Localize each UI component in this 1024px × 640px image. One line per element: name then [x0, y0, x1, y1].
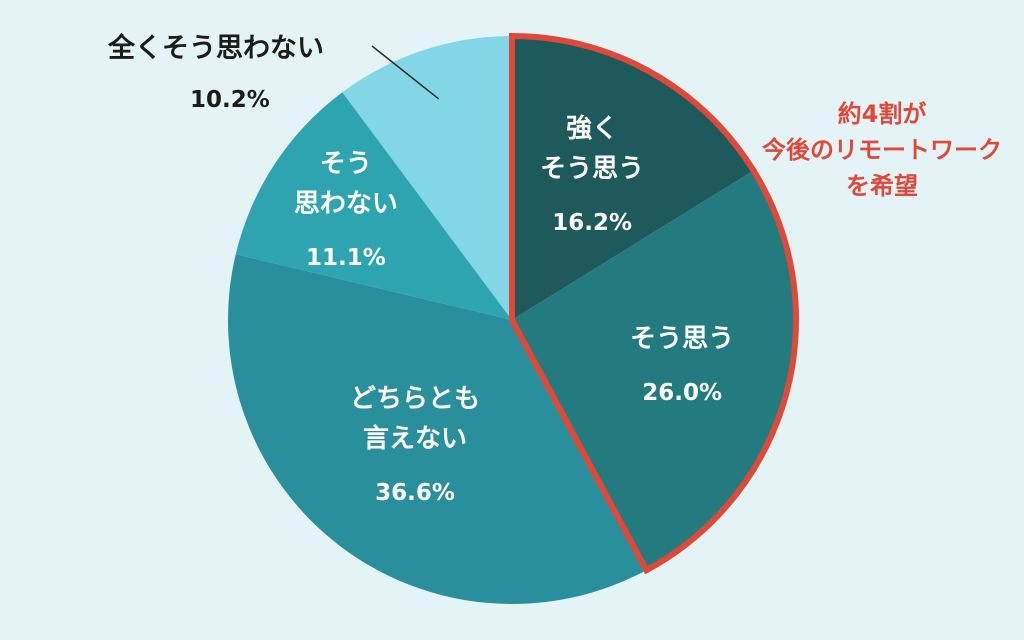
pie-slice-agree: [512, 170, 797, 571]
slice-name-strongly-agree: 強く そう思う: [540, 114, 645, 185]
callout-line-3: を希望: [846, 172, 918, 200]
slice-label-strongly-agree: 強く そう思う 16.2%: [540, 69, 644, 283]
pie-slice-neutral: [228, 254, 647, 605]
slice-label-agree: そう思う 26.0%: [630, 279, 734, 453]
pie-slice-strongly-disagree: [342, 36, 512, 320]
slice-value-neutral: 36.6%: [375, 480, 455, 506]
leader-line: [371, 45, 440, 100]
slice-value-strongly-agree: 16.2%: [552, 210, 633, 237]
slice-value-strongly-disagree: 10.2%: [190, 87, 270, 113]
pie-slice-strongly-agree: [512, 36, 754, 320]
slice-name-agree: そう思う: [630, 323, 735, 354]
slice-value-agree: 26.0%: [642, 379, 722, 406]
slice-label-strongly-disagree: 全くそう思わない 10.2%: [108, 26, 324, 113]
pie-slice-disagree: [235, 92, 513, 320]
highlight-outline: [509, 32, 800, 575]
highlight-callout: 約4割が 今後のリモートワーク を希望: [732, 96, 1024, 204]
slice-label-disagree: そう 思わない 11.1%: [294, 104, 398, 318]
slice-value-disagree: 11.1%: [305, 244, 386, 271]
slice-name-disagree: そう 思わない: [293, 148, 398, 219]
slice-name-strongly-disagree: 全くそう思わない: [108, 33, 324, 64]
slice-name-neutral: どちらとも 言えない: [349, 384, 481, 454]
callout-line-2: 今後のリモートワーク: [762, 136, 1002, 164]
callout-line-1: 約4割が: [837, 100, 927, 128]
slice-label-neutral: どちらとも 言えない 36.6%: [350, 339, 480, 553]
pie-slices: [228, 36, 797, 605]
